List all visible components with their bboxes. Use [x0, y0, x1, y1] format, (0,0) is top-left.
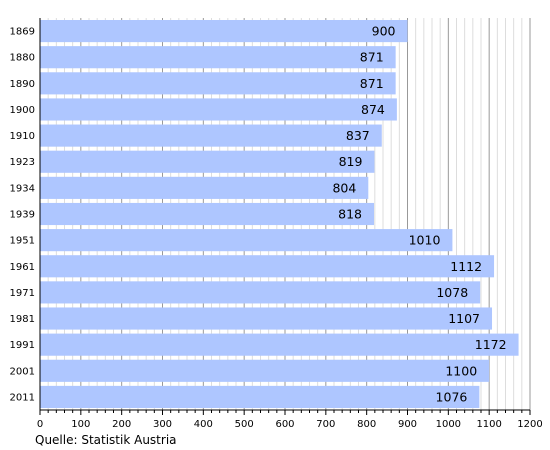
bars	[40, 20, 519, 408]
bar-2001	[40, 359, 490, 382]
bar-1961	[40, 255, 495, 278]
source-note: Quelle: Statistik Austria	[35, 433, 177, 447]
value-label-1910: 837	[346, 128, 370, 143]
x-tick-label-100: 100	[71, 419, 90, 430]
value-label-1880: 871	[360, 50, 384, 65]
value-label-1981: 1107	[448, 311, 480, 326]
bar-1991	[40, 333, 519, 356]
year-label-1981: 1981	[10, 314, 35, 325]
axes: 1869 1880 1890 1900 1910 1923 1934 1939 1951 1961…	[10, 18, 543, 430]
bar-1869	[40, 20, 408, 43]
value-label-2001: 1100	[445, 363, 477, 378]
x-tick-label-200: 200	[112, 419, 131, 430]
x-tick-label-0: 0	[37, 419, 43, 430]
bar-1939	[40, 202, 375, 226]
year-label-1951: 1951	[10, 236, 35, 247]
year-label-1880: 1880	[10, 53, 35, 64]
x-tick-label-700: 700	[316, 419, 335, 430]
x-tick-label-1000: 1000	[436, 419, 461, 430]
bar-1923	[40, 150, 375, 173]
value-label-2011: 1076	[436, 389, 468, 404]
value-label-1923: 819	[339, 154, 363, 169]
year-label-1910: 1910	[10, 131, 35, 142]
value-label-1991: 1172	[475, 337, 507, 352]
year-label-1961: 1961	[10, 262, 35, 273]
x-tick-label-1100: 1100	[476, 419, 501, 430]
value-label-1934: 804	[332, 180, 356, 195]
bar-1934	[40, 176, 369, 199]
x-tick-label-300: 300	[153, 419, 172, 430]
value-label-1900: 874	[361, 102, 385, 117]
bar-1981	[40, 307, 493, 330]
bar-1971	[40, 281, 481, 304]
year-label-1971: 1971	[10, 288, 35, 299]
year-label-1923: 1923	[10, 157, 35, 168]
x-tick-label-600: 600	[275, 419, 294, 430]
year-label-1934: 1934	[10, 183, 35, 194]
value-label-1961: 1112	[450, 259, 482, 274]
year-label-1991: 1991	[10, 340, 35, 351]
value-label-1890: 871	[360, 76, 384, 91]
value-label-1939: 818	[338, 207, 362, 222]
bar-1910	[40, 124, 382, 147]
x-tick-label-900: 900	[398, 419, 417, 430]
value-label-1869: 900	[372, 24, 396, 39]
x-tick-label-1200: 1200	[517, 419, 542, 430]
value-labels: 900 871 871 874 837 819 804 818 1010 1112 1078 1107…	[332, 24, 506, 405]
year-label-1869: 1869	[10, 27, 35, 38]
year-label-1900: 1900	[10, 105, 35, 116]
year-label-1939: 1939	[10, 210, 35, 221]
year-label-1890: 1890	[10, 79, 35, 90]
bar-1880	[40, 46, 396, 69]
bar-1951	[40, 229, 453, 252]
year-label-2011: 2011	[10, 392, 35, 403]
bar-1890	[40, 72, 396, 95]
x-tick-label-800: 800	[357, 419, 376, 430]
bar-2011	[40, 385, 480, 408]
value-label-1951: 1010	[409, 233, 441, 248]
year-label-2001: 2001	[10, 366, 35, 377]
x-tick-label-500: 500	[235, 419, 254, 430]
bar-1900	[40, 98, 397, 121]
value-label-1971: 1078	[436, 285, 468, 300]
x-tick-label-400: 400	[194, 419, 213, 430]
